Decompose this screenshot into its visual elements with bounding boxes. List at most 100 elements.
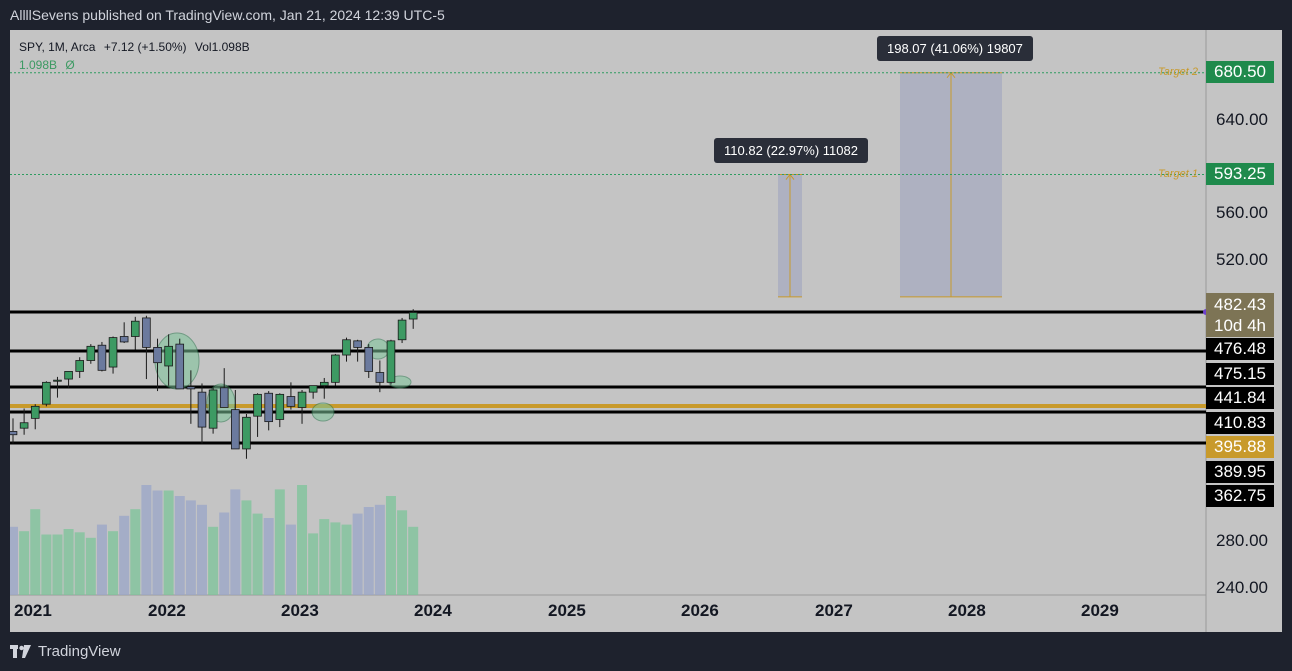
volume-bar bbox=[285, 524, 296, 595]
legend-change: +7.12 (+1.50%) bbox=[103, 40, 187, 54]
candle-body bbox=[319, 381, 329, 387]
candle-body bbox=[253, 393, 262, 417]
legend-volume: Vol1.098B bbox=[194, 40, 250, 54]
candle-body bbox=[231, 409, 240, 450]
volume-bar bbox=[385, 496, 396, 595]
candle-body bbox=[375, 372, 385, 383]
volume-bar bbox=[63, 529, 74, 595]
candle-body bbox=[97, 344, 107, 371]
candle-body bbox=[264, 392, 273, 423]
volume-bar bbox=[330, 522, 341, 595]
tradingview-logo-icon bbox=[10, 644, 31, 658]
volume-bar bbox=[10, 526, 19, 595]
volume-bar bbox=[152, 490, 163, 595]
volume-bar bbox=[119, 515, 130, 595]
x-tick-2027: 2027 bbox=[815, 601, 853, 620]
pattern-highlight bbox=[311, 402, 335, 422]
y-tick-280: 280.00 bbox=[1216, 531, 1268, 550]
volume-bar bbox=[141, 485, 152, 595]
candle-body bbox=[30, 405, 40, 419]
x-tick-2022: 2022 bbox=[148, 601, 186, 620]
candle-body bbox=[342, 339, 351, 356]
candle-body bbox=[219, 387, 229, 408]
candle-body bbox=[130, 320, 140, 337]
footer-bar: TradingView bbox=[0, 632, 1292, 671]
volume-bar bbox=[74, 532, 85, 595]
x-tick-2023: 2023 bbox=[281, 601, 319, 620]
legend-symbol[interactable]: SPY, 1M, Arca bbox=[19, 40, 96, 54]
candle-body bbox=[86, 345, 96, 361]
volume-bar bbox=[19, 531, 30, 595]
price-label-target1: 593.25 bbox=[1206, 163, 1274, 185]
candle-body bbox=[108, 337, 118, 368]
y-tick-520: 520.00 bbox=[1216, 250, 1268, 269]
price-chart[interactable] bbox=[10, 30, 1282, 632]
volume-bar bbox=[252, 513, 263, 595]
x-tick-2029: 2029 bbox=[1081, 601, 1119, 620]
candle-body bbox=[153, 347, 162, 364]
candle-body bbox=[286, 396, 296, 407]
tradingview-logo[interactable]: TradingView bbox=[10, 643, 121, 660]
volume-bar bbox=[341, 524, 352, 595]
x-tick-2026: 2026 bbox=[681, 601, 719, 620]
chart-pane[interactable]: SPY, 1M, Arca +7.12 (+1.50%) Vol1.098B 1… bbox=[10, 30, 1282, 632]
candle-body bbox=[186, 386, 196, 390]
legend-volume-symbol: Ø bbox=[65, 58, 75, 72]
volume-bar bbox=[30, 509, 41, 595]
volume-bar bbox=[241, 500, 252, 595]
measure-label-1: 110.82 (22.97%) 11082 bbox=[724, 143, 858, 158]
candle-body bbox=[386, 340, 396, 383]
footer-brand: TradingView bbox=[38, 643, 121, 660]
volume-bar bbox=[374, 504, 385, 595]
candle-body bbox=[397, 319, 407, 341]
candle-body bbox=[19, 422, 29, 429]
candle-body bbox=[64, 371, 73, 380]
candle-body bbox=[164, 345, 173, 367]
volume-bar bbox=[263, 518, 274, 595]
volume-bar bbox=[52, 534, 63, 595]
candle-body bbox=[331, 354, 340, 383]
volume-bar bbox=[230, 489, 241, 595]
candle-body bbox=[197, 391, 207, 428]
candle-body bbox=[42, 381, 51, 405]
volume-bar bbox=[274, 489, 285, 595]
volume-bar bbox=[208, 526, 219, 595]
volume-bar bbox=[174, 496, 185, 595]
volume-bar bbox=[163, 490, 174, 595]
target-1-label: Target 1 bbox=[1158, 168, 1198, 180]
price-label-current: 482.43 10d 4h bbox=[1206, 293, 1274, 337]
volume-bar bbox=[108, 531, 119, 595]
y-tick-560: 560.00 bbox=[1216, 203, 1268, 222]
price-label-476: 476.48 bbox=[1206, 338, 1274, 360]
volume-bar bbox=[363, 507, 374, 595]
volume-bar bbox=[219, 512, 230, 595]
candle-body bbox=[242, 416, 251, 450]
candle-body bbox=[75, 360, 84, 372]
x-tick-2025: 2025 bbox=[548, 601, 586, 620]
candle-body bbox=[119, 336, 129, 343]
measure-tooltip-1: 110.82 (22.97%) 11082 bbox=[714, 138, 868, 163]
x-tick-2024: 2024 bbox=[414, 601, 452, 620]
candle-body bbox=[408, 312, 418, 320]
candle-body bbox=[53, 379, 62, 382]
candle-body bbox=[353, 340, 362, 348]
candle-body bbox=[275, 393, 285, 420]
candle-body bbox=[175, 343, 185, 390]
price-label-target2: 680.50 bbox=[1206, 61, 1274, 83]
volume-bar bbox=[185, 500, 196, 595]
measure-tooltip-2: 198.07 (41.06%) 19807 bbox=[877, 36, 1033, 61]
price-label-410: 410.83 bbox=[1206, 412, 1274, 434]
x-tick-2028: 2028 bbox=[948, 601, 986, 620]
target-2-label: Target 2 bbox=[1158, 66, 1198, 78]
price-label-475: 475.15 bbox=[1206, 363, 1274, 385]
price-label-362: 362.75 bbox=[1206, 485, 1274, 507]
volume-bar bbox=[319, 519, 330, 595]
price-label-389: 389.95 bbox=[1206, 461, 1274, 483]
publish-header: AllllSevens published on TradingView.com… bbox=[0, 0, 1292, 30]
volume-bar bbox=[130, 509, 141, 595]
volume-bar bbox=[308, 533, 319, 595]
legend-volume-value: 1.098B bbox=[19, 58, 58, 72]
volume-bar bbox=[297, 485, 308, 595]
candle-body bbox=[208, 389, 218, 429]
y-tick-640: 640.00 bbox=[1216, 110, 1268, 129]
